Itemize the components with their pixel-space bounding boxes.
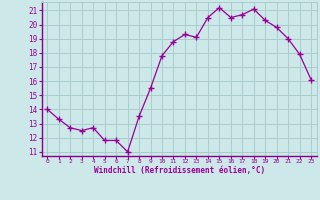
X-axis label: Windchill (Refroidissement éolien,°C): Windchill (Refroidissement éolien,°C) bbox=[94, 166, 265, 175]
